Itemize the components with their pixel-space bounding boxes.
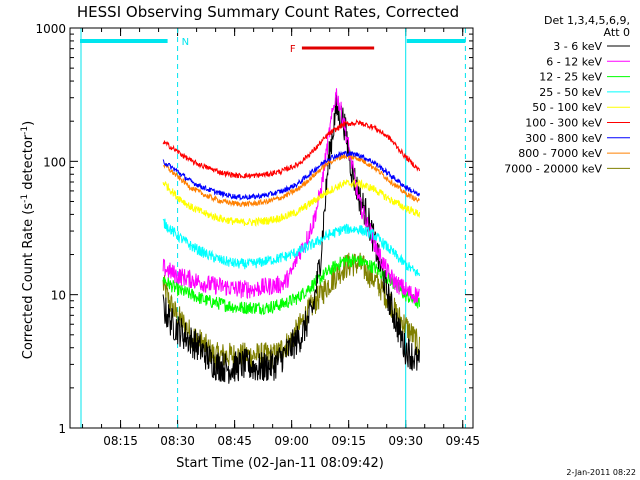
series-line-2 <box>162 253 420 316</box>
y-tick-label: 10 <box>51 289 66 303</box>
legend-label: 800 - 7000 keV <box>518 147 602 160</box>
y-axis-label-sup2: -1 <box>20 126 30 135</box>
chart-title: HESSI Observing Summary Count Rates, Cor… <box>77 3 459 21</box>
legend-items: 3 - 6 keV 6 - 12 keV 12 - 25 keV 25 - 50 ke… <box>504 40 630 175</box>
legend-label: 6 - 12 keV <box>546 55 602 68</box>
x-tick-label: 09:15 <box>331 434 366 448</box>
x-axis-label: Start Time (02-Jan-11 08:09:42) <box>176 456 384 471</box>
legend-label: 50 - 100 keV <box>532 101 602 114</box>
x-tick-label: 09:00 <box>274 434 309 448</box>
y-axis-label-mid: detector <box>21 134 36 194</box>
time-markers: NF <box>80 28 466 428</box>
legend-label: 12 - 25 keV <box>539 71 602 84</box>
legend-label: 100 - 300 keV <box>525 117 602 130</box>
legend: Det 1,3,4,5,6,9, Att 0 3 - 6 keV 6 - 12 k… <box>504 14 630 175</box>
y-tick-label: 1 <box>58 422 66 436</box>
series-line-6 <box>162 150 420 201</box>
x-tick-label: 09:30 <box>388 434 423 448</box>
series-line-1 <box>162 88 420 304</box>
legend-label: 3 - 6 keV <box>553 40 602 53</box>
x-tick-label: 08:45 <box>217 434 252 448</box>
series-line-0 <box>162 94 420 384</box>
legend-header-1: Det 1,3,4,5,6,9, <box>544 14 630 27</box>
axis-ticks: 1 10 100 1000 08:15 08:30 08:45 09:00 09:15 09:30… <box>35 22 480 448</box>
y-axis-label: Corrected Count Rate (s-1 detector-1) <box>20 121 36 359</box>
legend-label: 25 - 50 keV <box>539 86 602 99</box>
series-line-3 <box>162 218 420 277</box>
flare-label: F <box>290 44 296 55</box>
x-tick-label: 08:30 <box>160 434 195 448</box>
series-line-7 <box>163 153 420 208</box>
timestamp: 2-Jan-2011 08:22 <box>566 468 636 477</box>
legend-header-2: Att 0 <box>604 26 630 39</box>
y-tick-label: 100 <box>43 155 66 169</box>
night-label: N <box>182 37 189 48</box>
x-tick-label: 08:15 <box>103 434 138 448</box>
series-line-5 <box>162 118 420 179</box>
y-axis-label-main: Corrected Count Rate (s <box>21 203 36 360</box>
series-line-4 <box>162 178 420 228</box>
y-axis-label-end: ) <box>21 121 36 126</box>
legend-label: 7000 - 20000 keV <box>504 162 602 175</box>
legend-label: 300 - 800 keV <box>525 132 602 145</box>
x-tick-label: 09:45 <box>445 434 480 448</box>
plot-frame <box>69 27 474 429</box>
y-tick-label: 1000 <box>35 22 66 36</box>
y-axis-label-sup1: -1 <box>20 194 30 203</box>
series-lines <box>162 88 420 384</box>
